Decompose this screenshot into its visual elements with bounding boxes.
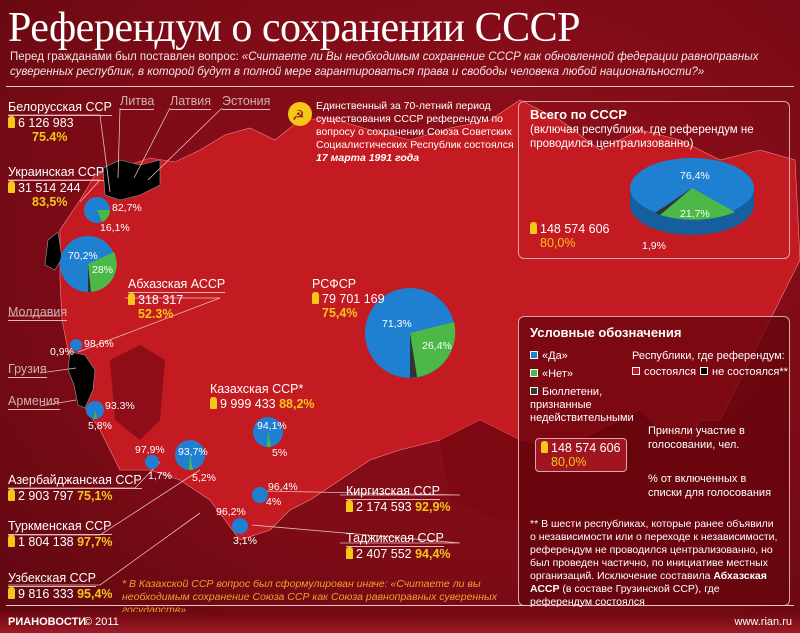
person-icon (8, 181, 15, 193)
republic-uzbekistan: Узбекская ССР 9 816 333 95,4% (8, 571, 113, 601)
label-georgia: Грузия (8, 362, 47, 378)
footnote-double-star: ** В шести республиках, которые ранее об… (530, 518, 778, 608)
pie-label-no: 26,4% (422, 340, 452, 352)
pie-kazakhstan (253, 417, 283, 447)
legend-not-held: не состоялся** (700, 366, 788, 378)
total-box (518, 101, 790, 259)
total-header: Всего по СССР (включая республики, где ре… (530, 107, 754, 151)
pie-azerbaijan (86, 401, 104, 419)
republic-ukraine: Украинская ССР 31 514 244 83,5% (8, 165, 105, 209)
pie-label-yes: 70,2% (68, 250, 98, 262)
pie-label-yes: 76,4% (680, 170, 710, 182)
label-moldova: Молдавия (8, 305, 68, 321)
label-lithuania: Литва (120, 94, 155, 110)
pie-label-no: 5,8% (88, 420, 112, 432)
label-estonia: Эстония (222, 94, 271, 110)
person-icon (8, 116, 15, 128)
pie-total (630, 158, 754, 235)
person-icon (312, 292, 319, 304)
pie-tajikistan (232, 518, 248, 534)
pie-label-yes: 93.3% (105, 400, 135, 412)
legend-held: состоялся (632, 366, 696, 378)
person-icon (8, 535, 15, 547)
moldova (44, 231, 63, 271)
person-icon (8, 587, 15, 599)
subtitle-lead: Перед гражданами был поставлен вопрос: (10, 51, 242, 63)
site-link[interactable]: www.rian.ru (734, 616, 792, 628)
pie-label-invalid: 1,9% (642, 240, 666, 252)
republic-kazakhstan: Казахская ССР* 9 999 433 88,2% (210, 382, 315, 411)
intro-text: Единственный за 70-летний период существ… (316, 100, 514, 164)
republic-rsfsr: РСФСР 79 701 169 75,4% (312, 277, 385, 320)
page-title: Референдум о сохранении СССР (8, 5, 581, 51)
republic-abkhazia: Абхазская АССР 318 317 52.3% (128, 277, 226, 321)
pie-label-yes: 93,7% (178, 446, 208, 458)
legend-republics-caption: Республики, где референдум: (632, 350, 785, 362)
label-latvia: Латвия (170, 94, 211, 110)
legend-sample (535, 438, 627, 472)
pie-label-no: 1,7% (148, 470, 172, 482)
person-icon (346, 500, 353, 512)
hammer-sickle-icon (288, 102, 312, 126)
footnote-star: * В Казахской ССР вопрос был сформулиров… (122, 578, 497, 616)
pie-label-no: 5,2% (192, 472, 216, 484)
subtitle: Перед гражданами был поставлен вопрос: «… (10, 50, 790, 80)
legend-sample-values: 148 574 606 80,0% (541, 441, 621, 469)
pie-belarus (84, 197, 110, 223)
republic-azerbaijan: Азербайджанская ССР 2 903 797 75,1% (8, 473, 142, 503)
copyright: © 2011 (84, 616, 119, 628)
pie-label-yes: 98,6% (84, 338, 114, 350)
footer-divider (6, 605, 794, 606)
pie-ukraine (60, 236, 117, 292)
legend-title: Условные обозначения (530, 325, 682, 340)
caspian-region (110, 345, 165, 440)
pie-label-no: 0,9% (50, 346, 74, 358)
legend-no: «Нет» (530, 368, 573, 380)
pie-rsfsr (365, 288, 456, 378)
republic-turkmenistan: Туркменская ССР 1 804 138 97,7% (8, 519, 113, 549)
republic-kyrgyzstan: Киргизская ССР 2 174 593 92,9% (346, 484, 451, 514)
legend-voters-hint: Приняли участие в голосовании, чел. (648, 425, 745, 451)
pie-label-no: 21,7% (680, 208, 710, 220)
person-icon (8, 489, 15, 501)
pie-uzbekistan (175, 440, 205, 470)
header-divider (6, 86, 794, 87)
footer: РИАНОВОСТИ © 2011 www.rian.ru (0, 612, 800, 633)
pie-label-no: 3,1% (233, 535, 257, 547)
svg-text:☭: ☭ (292, 107, 305, 123)
baltic-states (102, 159, 161, 201)
pie-label-no: 28% (92, 264, 114, 276)
pie-kyrgyzstan (252, 487, 268, 503)
republic-belarus: Белорусская ССР 6 126 983 75.4% (8, 100, 112, 144)
legend-yes: «Да» (530, 350, 568, 362)
republic-tajikistan: Таджикская ССР 2 407 552 94,4% (346, 531, 451, 561)
legend-turnout-hint: % от включенных в списки для голосования (648, 473, 772, 499)
pie-label-yes: 96,2% (216, 506, 246, 518)
pie-abkhazia (70, 339, 82, 351)
pie-label-yes: 71,3% (382, 318, 412, 330)
pie-label-no: 5% (272, 447, 288, 459)
brand-logo: РИАНОВОСТИ (8, 616, 87, 628)
georgia-armenia (67, 351, 96, 409)
pie-label-no: 4% (266, 496, 282, 508)
total-stats: 148 574 606 80,0% (530, 222, 610, 250)
person-icon (346, 547, 353, 559)
pie-turkmenistan (145, 455, 159, 469)
pie-label-yes: 97,9% (135, 444, 165, 456)
label-armenia: Армения (8, 394, 60, 410)
pie-label-no: 16,1% (100, 222, 130, 234)
referendum-question: «Считаете ли Вы необходимым сохранение С… (10, 51, 759, 78)
pie-label-yes: 82,7% (112, 202, 142, 214)
person-icon (210, 397, 217, 409)
pie-label-yes: 94,1% (257, 420, 287, 432)
pie-label-yes: 96,4% (268, 481, 298, 493)
person-icon (128, 293, 135, 305)
legend-invalid: Бюллетени, признанные недействительными (530, 386, 634, 424)
